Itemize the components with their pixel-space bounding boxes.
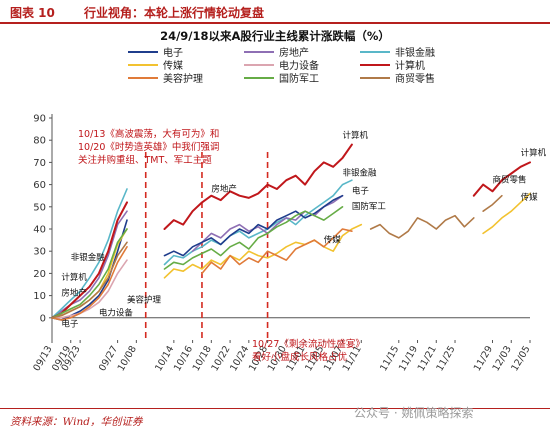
legend-label: 美容护理 — [163, 72, 203, 85]
series-line-segment-14 — [201, 228, 353, 275]
series-line-非银金融 — [51, 188, 128, 319]
y-tick-label: 10 — [33, 291, 46, 302]
x-tick-label: 11/25 — [434, 344, 457, 373]
series-line-segment-16 — [482, 192, 531, 235]
series-label: 传媒 — [324, 234, 342, 245]
y-tick-label: 0 — [40, 313, 46, 324]
figure-header: 图表 10 行业视角：本轮上涨行情轮动复盘 — [0, 0, 550, 24]
series-line-国防军工 — [51, 228, 128, 319]
series-line-电力设备 — [51, 259, 128, 319]
annotations: 10/13《高波震荡，大有可为》和10/20《时势造英雄》中我们强调关注并购重组… — [78, 128, 365, 363]
series-label: 美容护理 — [127, 294, 162, 305]
legend-label: 电力设备 — [279, 59, 319, 72]
legend-label: 传媒 — [163, 60, 183, 72]
reference-lines — [144, 152, 269, 340]
y-tick-label: 20 — [33, 269, 46, 280]
annotation-line: 看好小盘成长风格占优 — [252, 351, 348, 363]
y-tick-label: 40 — [33, 225, 46, 236]
annotation-line: 10/27《剩余流动性盛宴》 — [252, 338, 365, 350]
y-tick-label: 60 — [33, 180, 46, 191]
x-tick-label: 10/08 — [116, 344, 139, 373]
series-label: 计算机 — [343, 130, 369, 141]
series-label: 房地产 — [61, 288, 87, 299]
series-line-segment-18 — [163, 143, 531, 230]
series-line-美容护理 — [51, 246, 128, 321]
annotation-line: 关注并购重组、TMT、军工主题 — [78, 154, 212, 166]
series-label: 非银金融 — [343, 168, 378, 179]
series-line-商贸零售 — [51, 241, 128, 319]
series-label: 国防军工 — [352, 201, 387, 212]
series-label: 电子 — [352, 185, 370, 196]
series-label: 电子 — [61, 319, 79, 330]
series-label: 商贸零售 — [493, 174, 527, 185]
plot-area — [51, 143, 531, 321]
figure-number: 图表 10 — [10, 6, 55, 20]
series-label: 房地产 — [211, 183, 237, 194]
watermark: 公众号 · 姚佩策略探索 — [354, 406, 474, 420]
y-tick-label: 70 — [33, 158, 46, 169]
legend-label: 房地产 — [279, 46, 309, 59]
series-line-segment-17 — [482, 194, 503, 212]
x-tick-label: 12/05 — [509, 344, 532, 373]
y-tick-label: 30 — [33, 247, 46, 258]
series-label: 计算机 — [521, 148, 547, 159]
y-tick-label: 50 — [33, 202, 46, 213]
series-line-segment-15 — [369, 214, 475, 239]
figure-source: 资料来源：Wind，华创证券 — [10, 416, 143, 428]
footer-rule — [0, 408, 550, 409]
annotation-line: 10/20《时势造英雄》中我们强调 — [78, 141, 219, 153]
series-line-房地产 — [51, 210, 128, 319]
legend-label: 电子 — [163, 46, 183, 59]
series-labels: 计算机非银金融电子房地产国防军工传媒计算机商贸零售传媒非银金融计算机房地产美容护… — [61, 130, 546, 330]
legend-label: 国防军工 — [279, 72, 319, 85]
annotation-line: 10/13《高波震荡，大有可为》和 — [78, 128, 219, 140]
legend-label: 计算机 — [395, 59, 425, 72]
series-line-电子 — [51, 219, 128, 321]
series-line-segment-12 — [163, 194, 344, 257]
series-label: 非银金融 — [71, 252, 106, 263]
figure-title: 行业视角：本轮上涨行情轮动复盘 — [84, 6, 265, 20]
series-label: 计算机 — [61, 272, 87, 283]
legend-label: 非银金融 — [395, 46, 435, 59]
chart-title: 24/9/18以来A股行业主线累计涨跌幅（%） — [160, 29, 390, 43]
series-line-segment-13 — [163, 206, 344, 270]
line-chart: 24/9/18以来A股行业主线累计涨跌幅（%） 电子 房地产 非银金融传媒 电力设备计… — [31, 29, 546, 374]
series-label: 电力设备 — [99, 308, 134, 319]
series-label: 传媒 — [521, 192, 539, 203]
y-tick-label: 80 — [33, 136, 46, 147]
series-line-segment-10 — [163, 179, 353, 266]
series-line-计算机 — [51, 201, 128, 319]
legend-label: 商贸零售 — [395, 72, 435, 85]
y-tick-label: 90 — [33, 114, 46, 125]
